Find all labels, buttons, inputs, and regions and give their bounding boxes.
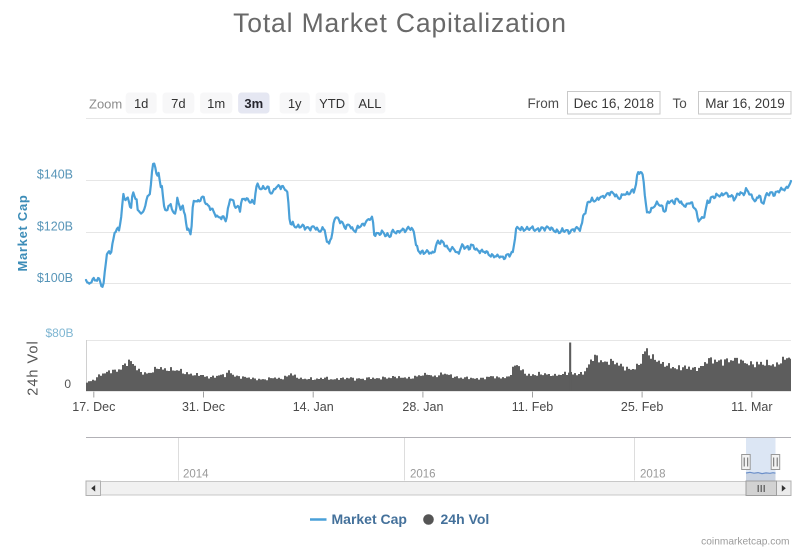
svg-text:11. Feb: 11. Feb: [512, 400, 554, 414]
svg-text:coinmarketcap.com: coinmarketcap.com: [701, 537, 789, 548]
svg-text:To: To: [673, 96, 687, 111]
svg-text:28. Jan: 28. Jan: [402, 400, 443, 414]
svg-text:11. Mar: 11. Mar: [731, 400, 772, 414]
svg-text:Mar 16, 2019: Mar 16, 2019: [705, 96, 785, 111]
svg-text:$80B: $80B: [45, 326, 73, 340]
svg-text:Dec 16, 2018: Dec 16, 2018: [574, 96, 654, 111]
svg-text:From: From: [528, 96, 560, 111]
svg-text:Market Cap: Market Cap: [15, 194, 30, 271]
svg-text:$120B: $120B: [37, 220, 73, 234]
svg-text:ALL: ALL: [358, 96, 381, 111]
svg-text:Zoom: Zoom: [89, 97, 122, 112]
svg-text:YTD: YTD: [319, 96, 345, 111]
svg-text:2014: 2014: [183, 469, 209, 481]
svg-text:$100B: $100B: [37, 271, 73, 285]
svg-text:1m: 1m: [207, 96, 225, 111]
svg-text:2018: 2018: [640, 469, 666, 481]
svg-text:7d: 7d: [171, 96, 185, 111]
svg-text:$140B: $140B: [37, 168, 73, 182]
svg-text:Market Cap: Market Cap: [332, 511, 407, 527]
svg-text:2016: 2016: [410, 469, 436, 481]
svg-text:17. Dec: 17. Dec: [72, 400, 115, 414]
svg-text:24h Vol: 24h Vol: [26, 340, 42, 395]
svg-text:31. Dec: 31. Dec: [182, 400, 225, 414]
svg-text:0: 0: [64, 377, 71, 391]
svg-text:Total Market Capitalization: Total Market Capitalization: [233, 8, 567, 38]
svg-text:3m: 3m: [244, 96, 263, 111]
svg-text:24h Vol: 24h Vol: [441, 511, 490, 527]
svg-text:1d: 1d: [134, 96, 148, 111]
svg-text:1y: 1y: [288, 96, 302, 111]
svg-text:14. Jan: 14. Jan: [293, 400, 334, 414]
svg-text:25. Feb: 25. Feb: [621, 400, 663, 414]
